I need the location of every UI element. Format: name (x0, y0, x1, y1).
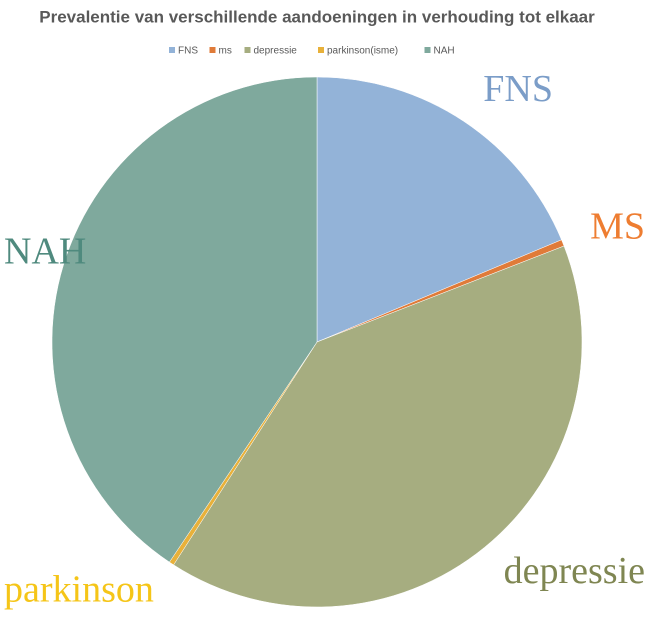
legend-swatch (209, 47, 216, 53)
legend-swatch (424, 47, 431, 53)
pie-slice (316, 76, 562, 343)
legend-label: NAH (434, 46, 455, 57)
pie-slice (51, 76, 318, 563)
slice-label: MS (590, 206, 645, 248)
legend-label: depressie (254, 46, 298, 57)
pie-slice (173, 245, 583, 608)
legend-swatch (318, 47, 324, 53)
legend-swatch (169, 47, 175, 53)
slice-label: FNS (483, 68, 553, 110)
legend-swatch (244, 47, 251, 53)
legend-label: ms (219, 46, 232, 57)
legend-label: parkinson(isme) (327, 46, 398, 57)
slice-label: parkinson (4, 568, 154, 610)
legend-label: FNS (178, 46, 198, 57)
chart-title: Prevalentie van verschillende aandoening… (39, 7, 595, 26)
slice-label: depressie (504, 550, 645, 592)
slice-label: NAH (4, 230, 86, 272)
